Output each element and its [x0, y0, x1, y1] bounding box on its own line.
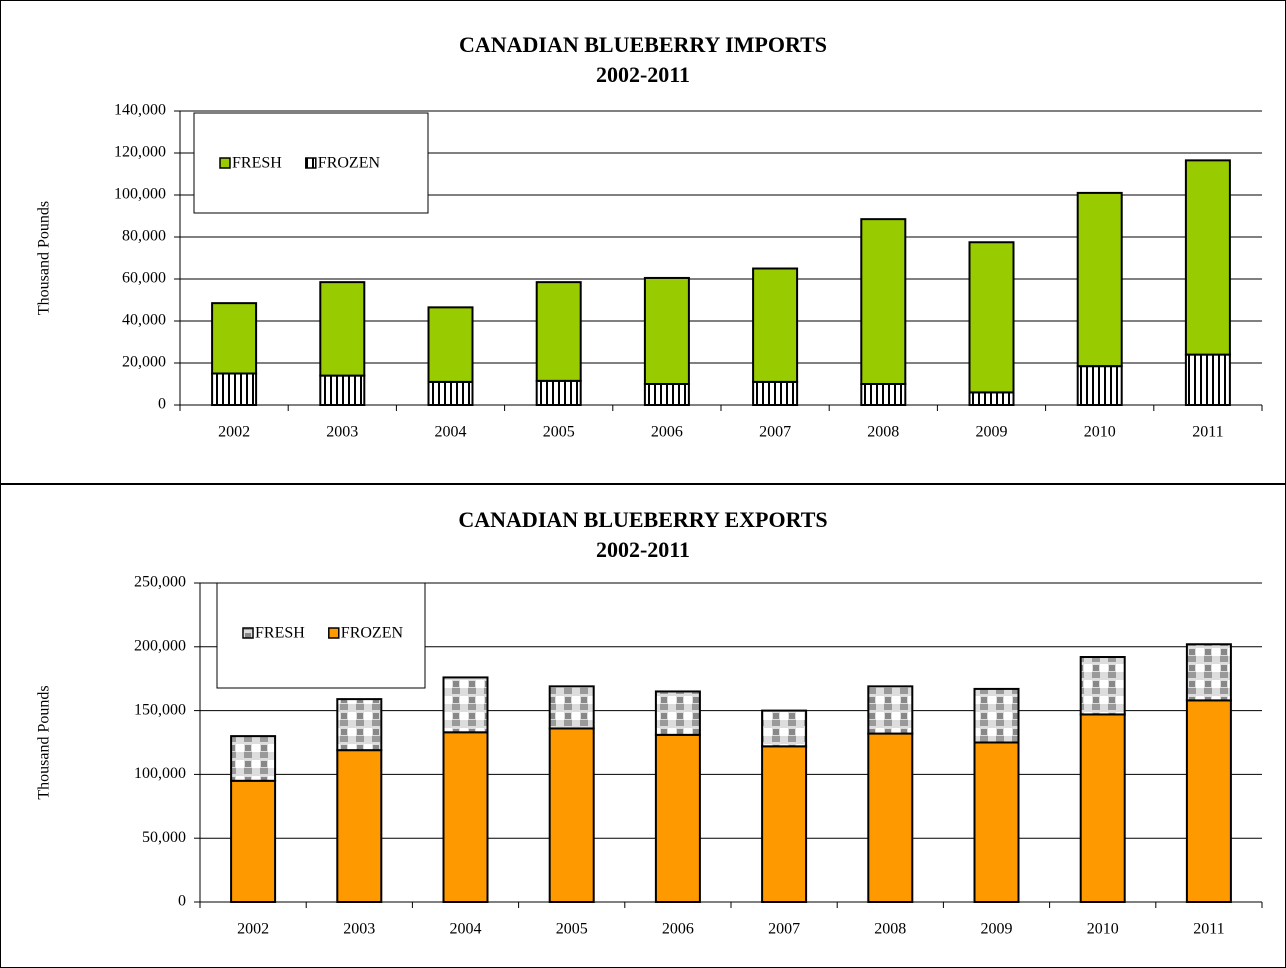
bar-segment: [535, 281, 582, 382]
x-tick-label: 2009: [976, 424, 1008, 441]
bar-segment: [1079, 656, 1126, 716]
legend-swatch: [305, 157, 317, 169]
bar-segment: [1184, 159, 1231, 356]
bar-segment: [211, 302, 258, 375]
x-tick-label: 2002: [237, 921, 269, 938]
x-tick-label: 2010: [1084, 424, 1116, 441]
bar-segment: [1076, 191, 1123, 368]
x-tick-label: 2009: [981, 921, 1013, 938]
bar-segment: [860, 218, 907, 385]
legend-swatch: [242, 627, 254, 639]
y-tick-label: 150,000: [134, 701, 186, 718]
y-axis-label: Thousand Pounds: [36, 685, 53, 799]
bar-segment: [230, 735, 277, 782]
bar-segment: [548, 727, 595, 903]
bar-segment: [1185, 643, 1232, 702]
legend-label: FRESH: [232, 155, 282, 172]
x-tick-label: 2008: [874, 921, 906, 938]
y-axis-label: Thousand Pounds: [36, 201, 53, 315]
bar-segment: [968, 391, 1015, 406]
x-tick-label: 2010: [1087, 921, 1119, 938]
bar-segment: [442, 676, 489, 734]
bar-segment: [761, 709, 808, 748]
bar-segment: [548, 685, 595, 730]
bar-segment: [319, 281, 366, 377]
bar-segment: [336, 698, 383, 752]
bar-segment: [230, 779, 277, 904]
bar-segment: [654, 690, 701, 736]
x-tick-label: 2007: [768, 921, 800, 938]
x-tick-label: 2003: [343, 921, 375, 938]
chart-subtitle: 2002-2011: [596, 537, 690, 562]
bar-segment: [752, 267, 799, 383]
y-tick-label: 60,000: [122, 270, 166, 287]
y-tick-label: 80,000: [122, 228, 166, 245]
bar-segment: [1185, 699, 1232, 904]
bar-segment: [211, 372, 258, 406]
legend-swatch: [328, 627, 340, 639]
bar-segment: [761, 745, 808, 903]
legend-label: FROZEN: [318, 155, 381, 172]
y-tick-label: 20,000: [122, 354, 166, 371]
bar-segment: [336, 749, 383, 903]
x-tick-label: 2011: [1192, 424, 1223, 441]
x-tick-label: 2011: [1193, 921, 1224, 938]
x-tick-label: 2002: [218, 424, 250, 441]
y-tick-label: 100,000: [134, 765, 186, 782]
y-tick-label: 40,000: [122, 312, 166, 329]
x-tick-label: 2007: [759, 424, 791, 441]
bar-segment: [1184, 353, 1231, 407]
bar-segment: [752, 380, 799, 406]
x-tick-label: 2004: [435, 424, 467, 441]
y-tick-label: 0: [158, 396, 166, 413]
bar-segment: [427, 380, 474, 406]
y-tick-label: 100,000: [114, 186, 166, 203]
bar-segment: [442, 731, 489, 903]
chart-subtitle: 2002-2011: [596, 62, 690, 87]
x-tick-label: 2004: [450, 921, 482, 938]
bar-segment: [1079, 713, 1126, 903]
y-tick-label: 140,000: [114, 102, 166, 119]
bar-segment: [427, 306, 474, 383]
bar-segment: [643, 383, 690, 406]
y-tick-label: 0: [178, 893, 186, 910]
chart-title: CANADIAN BLUEBERRY EXPORTS: [458, 507, 827, 532]
bar-segment: [973, 741, 1020, 903]
bar-segment: [643, 276, 690, 386]
x-tick-label: 2003: [326, 424, 358, 441]
bar-segment: [973, 687, 1020, 744]
x-tick-label: 2006: [662, 921, 694, 938]
x-tick-label: 2005: [543, 424, 575, 441]
y-tick-label: 200,000: [134, 637, 186, 654]
bar-segment: [535, 379, 582, 407]
bar-segment: [867, 732, 914, 903]
y-tick-label: 50,000: [142, 829, 186, 846]
y-tick-label: 250,000: [134, 574, 186, 591]
bar-segment: [860, 383, 907, 406]
legend-label: FRESH: [255, 625, 305, 642]
chart-title: CANADIAN BLUEBERRY IMPORTS: [459, 32, 827, 57]
legend-swatch: [219, 157, 231, 169]
bar-segment: [968, 241, 1015, 394]
x-tick-label: 2006: [651, 424, 683, 441]
x-tick-label: 2005: [556, 921, 588, 938]
bar-segment: [654, 733, 701, 903]
legend-label: FROZEN: [341, 625, 404, 642]
bar-segment: [867, 685, 914, 735]
bar-segment: [1076, 365, 1123, 406]
x-tick-label: 2008: [867, 424, 899, 441]
bar-segment: [319, 374, 366, 407]
y-tick-label: 120,000: [114, 144, 166, 161]
